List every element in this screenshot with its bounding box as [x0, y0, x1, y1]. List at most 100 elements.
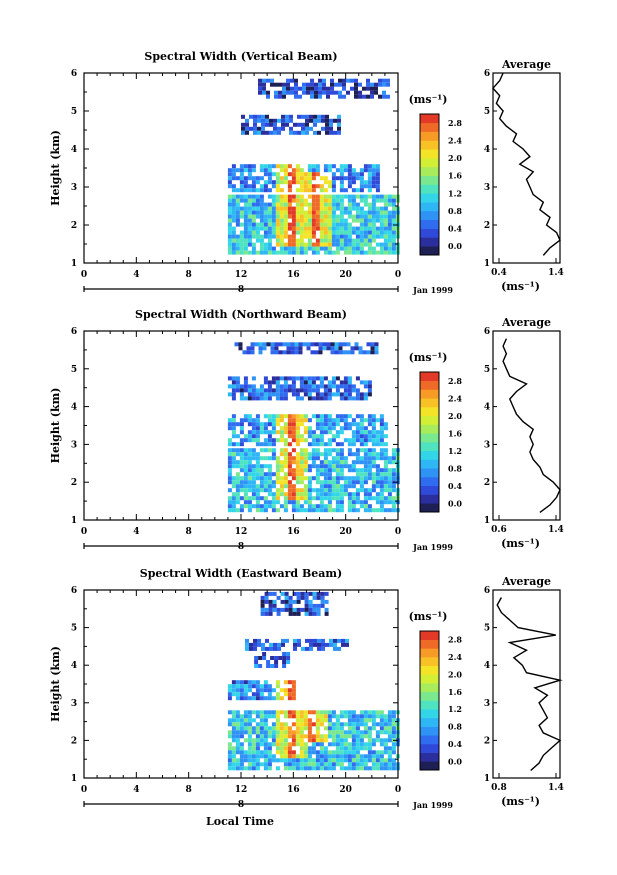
heatmap-cell	[251, 746, 256, 751]
heatmap-cell	[379, 750, 384, 755]
heatmap-cell	[335, 238, 340, 243]
heatmap-cell	[307, 210, 312, 215]
heatmap-cell	[371, 180, 376, 185]
heatmap-cell	[295, 758, 300, 763]
heatmap-cell	[287, 754, 292, 759]
heatmap-cell	[255, 176, 260, 181]
heatmap-cell	[243, 496, 248, 501]
heatmap-cell	[284, 607, 289, 612]
heatmap-cell	[335, 392, 340, 397]
heatmap-cell	[379, 766, 384, 771]
average-x-tick-label: 1.4	[548, 525, 564, 535]
heatmap-cell	[351, 710, 356, 715]
heatmap-cell	[315, 164, 320, 169]
heatmap-cell	[335, 476, 340, 481]
heatmap-cell	[263, 414, 268, 419]
heatmap-cell	[367, 202, 372, 207]
heatmap-cell	[307, 504, 312, 509]
heatmap-cell	[303, 198, 308, 203]
heatmap-cell	[291, 734, 296, 739]
heatmap-cell	[316, 611, 321, 616]
heatmap-cell	[351, 496, 356, 501]
heatmap-cell	[278, 350, 283, 355]
heatmap-cell	[335, 202, 340, 207]
heatmap-cell	[297, 642, 301, 647]
heatmap-cell	[363, 242, 368, 247]
heatmap-cell	[331, 734, 336, 739]
heatmap-cell	[382, 82, 386, 87]
heatmap-cell	[330, 342, 335, 347]
heatmap-cell	[383, 484, 388, 489]
heatmap-cell	[367, 496, 372, 501]
heatmap-cell	[231, 426, 236, 431]
heatmap-cell	[231, 230, 236, 235]
heatmap-cell	[307, 238, 312, 243]
heatmap-cell	[363, 746, 368, 751]
heatmap-cell	[295, 500, 300, 505]
heatmap-cell	[335, 222, 340, 227]
heatmap-cell	[287, 242, 292, 247]
heatmap-cell	[283, 508, 288, 513]
heatmap-cell	[294, 350, 299, 355]
heatmap-cell	[363, 488, 368, 493]
heatmap-cell	[277, 646, 281, 651]
heatmap-cell	[275, 456, 280, 461]
heatmap-cell	[303, 180, 308, 185]
heatmap-cell	[286, 652, 291, 656]
heatmap-cell	[287, 484, 292, 489]
y-tick-label: 3	[71, 183, 77, 193]
heatmap-cell	[274, 664, 279, 668]
heatmap-cell	[279, 492, 284, 497]
heatmap-cell	[235, 750, 240, 755]
heatmap-cell	[231, 508, 236, 513]
heatmap-cell	[235, 176, 240, 181]
heatmap-cell	[304, 595, 309, 600]
heatmap-cell	[315, 468, 320, 473]
heatmap-cell	[347, 250, 352, 255]
heatmap-cell	[363, 464, 368, 469]
heatmap-cell	[387, 488, 392, 493]
heatmap-cell	[351, 176, 356, 181]
heatmap-cell	[363, 476, 368, 481]
heatmap-cell	[314, 82, 318, 87]
heatmap-cell	[363, 392, 368, 397]
heatmap-cell	[346, 342, 351, 347]
heatmap-cell	[283, 746, 288, 751]
heatmap-cell	[355, 726, 360, 731]
heatmap-cell	[295, 464, 300, 469]
colorbar-swatch	[420, 433, 439, 443]
heatmap-cell	[363, 164, 368, 169]
heatmap-cell	[299, 234, 304, 239]
heatmap-cell	[286, 350, 291, 355]
heatmap-cell	[322, 82, 326, 87]
heatmap-cell	[311, 496, 316, 501]
heatmap-cell	[239, 188, 244, 193]
heatmap-cell	[308, 611, 313, 616]
heatmap-cell	[263, 738, 268, 743]
heatmap-cell	[331, 418, 336, 423]
heatmap-cell	[243, 726, 248, 731]
heatmap-cell	[319, 206, 324, 211]
heatmap-cell	[311, 164, 316, 169]
heatmap-cell	[279, 226, 284, 231]
heatmap-cell	[371, 234, 376, 239]
heatmap-cell	[259, 464, 264, 469]
colorbar-swatch	[420, 477, 439, 487]
heatmap-cell	[339, 492, 344, 497]
heatmap-cell	[263, 742, 268, 747]
heatmap-cell	[371, 754, 376, 759]
heatmap-cell	[271, 246, 276, 251]
heatmap-cell	[305, 126, 309, 131]
heatmap-cell	[355, 396, 360, 401]
heatmap-cell	[322, 86, 326, 91]
heatmap-cell	[323, 430, 328, 435]
heatmap-cell	[243, 246, 248, 251]
heatmap-cell	[267, 472, 272, 477]
heatmap-cell	[255, 442, 260, 447]
heatmap-cell	[295, 460, 300, 465]
heatmap-cell	[315, 488, 320, 493]
heatmap-cell	[299, 460, 304, 465]
heatmap-cell	[282, 656, 287, 660]
heatmap-cell	[263, 456, 268, 461]
heatmap-cell	[265, 638, 269, 643]
